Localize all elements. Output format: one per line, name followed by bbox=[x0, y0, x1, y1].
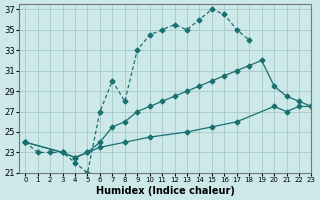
X-axis label: Humidex (Indice chaleur): Humidex (Indice chaleur) bbox=[96, 186, 235, 196]
